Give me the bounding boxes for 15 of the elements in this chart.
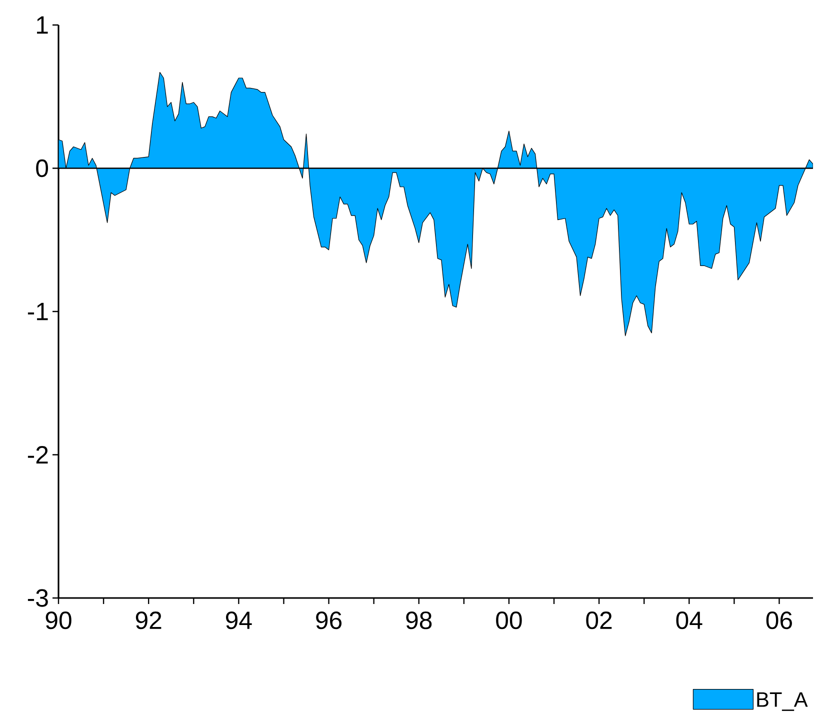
y-tick-label: 1 (37, 16, 48, 34)
y-tick-label: -1 (28, 302, 48, 320)
x-tick-label: 04 (676, 612, 702, 630)
x-tick-label: 00 (496, 612, 522, 630)
x-tick-label: 92 (136, 612, 162, 630)
x-tick-label: 90 (46, 612, 72, 630)
x-tick-label: 96 (316, 612, 342, 630)
x-tick-label: 06 (766, 612, 792, 630)
legend-label: BT_A (757, 692, 808, 711)
x-tick-label: 94 (226, 612, 252, 630)
y-tick-label: -2 (28, 446, 48, 464)
y-tick-label: 0 (36, 159, 48, 178)
x-tick-label: 98 (406, 612, 432, 630)
x-tick-label: 02 (586, 612, 612, 630)
y-tick-label: -3 (28, 589, 48, 607)
